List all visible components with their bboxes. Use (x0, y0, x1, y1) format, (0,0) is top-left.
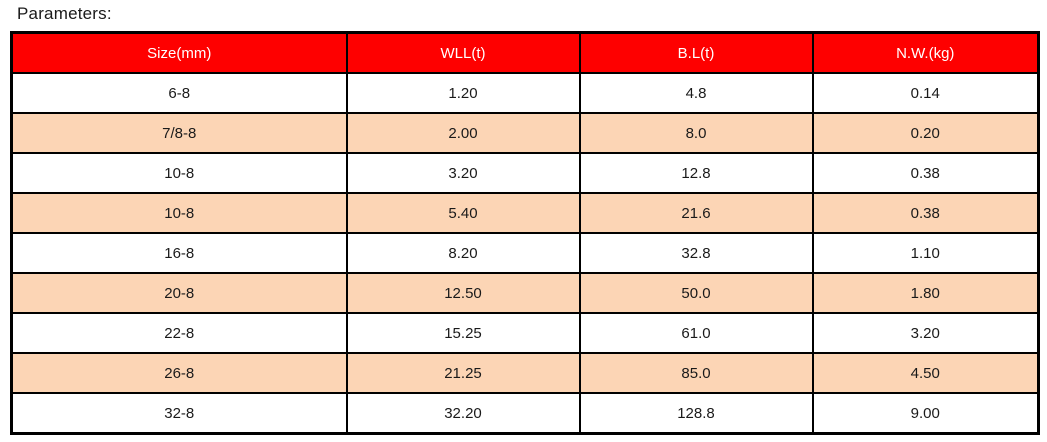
table-cell: 1.20 (345, 72, 581, 114)
table-cell: 32-8 (10, 392, 348, 435)
table-row: 10-8 5.40 21.6 0.38 (10, 192, 1040, 234)
table-row: 16-8 8.20 32.8 1.10 (10, 232, 1040, 274)
table-cell: 21.25 (345, 352, 581, 394)
table-cell: 1.10 (811, 232, 1040, 274)
page-title: Parameters: (17, 4, 112, 23)
table-cell: 32.8 (578, 232, 814, 274)
table-cell: 6-8 (10, 72, 348, 114)
table-row: 7/8-8 2.00 8.0 0.20 (10, 112, 1040, 154)
table-cell: 12.50 (345, 272, 581, 314)
table-row: 32-8 32.20 128.8 9.00 (10, 392, 1040, 435)
table-cell: 10-8 (10, 152, 348, 194)
table-cell: 0.38 (811, 192, 1040, 234)
table-cell: 1.80 (811, 272, 1040, 314)
table-row: 22-8 15.25 61.0 3.20 (10, 312, 1040, 354)
table-cell: 3.20 (345, 152, 581, 194)
column-header: WLL(t) (345, 31, 581, 74)
table-body: 6-8 1.20 4.8 0.14 7/8-8 2.00 8.0 0.20 10-8 3.20 12… (10, 72, 1040, 435)
parameters-table: Size(mm) WLL(t) B.L(t) N.W.(kg) 6-8 1.20 4.8 0… (10, 31, 1040, 435)
column-header: B.L(t) (578, 31, 814, 74)
column-header: Size(mm) (10, 31, 348, 74)
table-cell: 7/8-8 (10, 112, 348, 154)
table-row: 6-8 1.20 4.8 0.14 (10, 72, 1040, 114)
table-cell: 12.8 (578, 152, 814, 194)
column-header: N.W.(kg) (811, 31, 1040, 74)
table-cell: 22-8 (10, 312, 348, 354)
table-cell: 0.38 (811, 152, 1040, 194)
table-cell: 4.8 (578, 72, 814, 114)
table-cell: 8.0 (578, 112, 814, 154)
table-cell: 8.20 (345, 232, 581, 274)
table-cell: 4.50 (811, 352, 1040, 394)
table-cell: 0.14 (811, 72, 1040, 114)
table-cell: 15.25 (345, 312, 581, 354)
table-cell: 0.20 (811, 112, 1040, 154)
table-cell: 50.0 (578, 272, 814, 314)
table-cell: 2.00 (345, 112, 581, 154)
table-header-row: Size(mm) WLL(t) B.L(t) N.W.(kg) (10, 31, 1040, 74)
table-cell: 21.6 (578, 192, 814, 234)
table-row: 20-8 12.50 50.0 1.80 (10, 272, 1040, 314)
table-cell: 10-8 (10, 192, 348, 234)
table-cell: 20-8 (10, 272, 348, 314)
table-cell: 3.20 (811, 312, 1040, 354)
table-row: 26-8 21.25 85.0 4.50 (10, 352, 1040, 394)
table-cell: 128.8 (578, 392, 814, 435)
table-cell: 9.00 (811, 392, 1040, 435)
table-cell: 26-8 (10, 352, 348, 394)
table-cell: 16-8 (10, 232, 348, 274)
table-cell: 32.20 (345, 392, 581, 435)
table-cell: 61.0 (578, 312, 814, 354)
table-row: 10-8 3.20 12.8 0.38 (10, 152, 1040, 194)
table-cell: 5.40 (345, 192, 581, 234)
table-cell: 85.0 (578, 352, 814, 394)
